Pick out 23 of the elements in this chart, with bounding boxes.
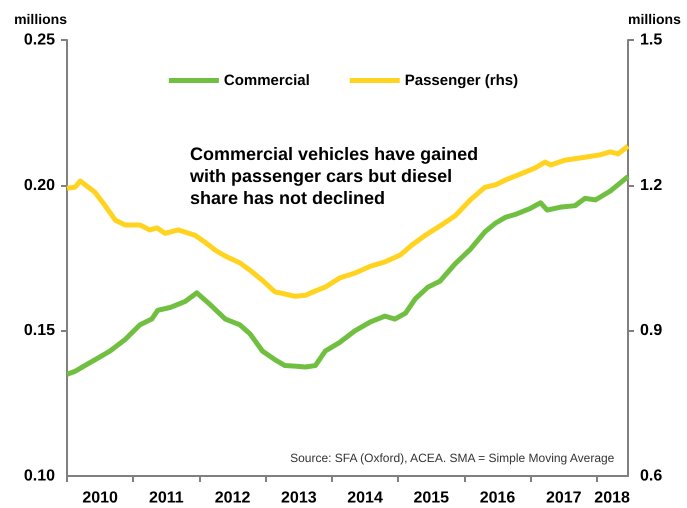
x-tick-label: 2011 xyxy=(148,490,184,506)
x-tick-label: 2018 xyxy=(594,490,630,506)
legend-label: Passenger (rhs) xyxy=(404,72,518,89)
y-tick-label: 0.15 xyxy=(24,322,56,340)
y-axis-title: millions xyxy=(14,11,68,27)
x-tick-label: 2010 xyxy=(82,490,118,506)
y2-tick-label: 0.9 xyxy=(640,322,662,340)
y2-tick-label: 0.6 xyxy=(640,468,662,484)
annotation: Commercial vehicles have gained with passenger cars but diesel share has not declined xyxy=(189,144,478,208)
x-tick-label: 2012 xyxy=(214,490,250,506)
y-tick-label: 0.20 xyxy=(24,176,56,194)
x-tick-label: 2017 xyxy=(546,490,582,506)
x-tick-label: 2014 xyxy=(347,490,383,506)
y-tick-label: 0.25 xyxy=(24,32,56,48)
y2-tick-label: 1.2 xyxy=(640,176,662,194)
legend-label: Commercial xyxy=(224,72,310,89)
y-tick-label: 0.10 xyxy=(24,468,56,484)
x-tick-label: 2016 xyxy=(480,490,516,506)
y2-axis-title: millions xyxy=(628,11,682,27)
x-tick-label: 2015 xyxy=(413,490,450,506)
x-tick-label: 2013 xyxy=(281,490,317,506)
y2-tick-label: 1.5 xyxy=(640,32,662,48)
annotation: Source: SFA (Oxford), ACEA. SMA = Simple Moving Average xyxy=(290,451,615,465)
